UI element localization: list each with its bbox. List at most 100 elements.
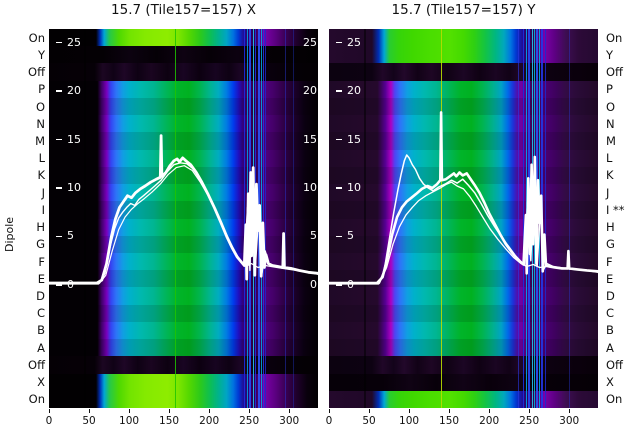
ytick-label-left: 25	[336, 36, 361, 49]
xtick-label: 200	[479, 415, 500, 427]
heatmap-row	[49, 321, 318, 340]
xtick-mark	[449, 409, 451, 413]
ytick-label-left: 25	[56, 36, 81, 49]
heatmap-row	[329, 46, 598, 65]
heatmap-row	[329, 304, 598, 323]
xtick-label: 150	[439, 415, 460, 427]
channel-stripe	[440, 29, 442, 408]
channel-stripe	[523, 29, 525, 408]
row-label-left: C	[36, 306, 45, 321]
ytick-mark	[56, 235, 62, 238]
row-label-right: D	[606, 289, 615, 304]
heatmap-row	[49, 304, 318, 323]
xtick-label: 50	[362, 415, 376, 427]
row-label-left: On	[28, 392, 45, 407]
ytick-mark	[336, 41, 342, 44]
heatmap-row	[49, 339, 318, 357]
amplitude-curve	[329, 111, 598, 285]
heatmap-row	[329, 80, 598, 99]
row-label-right: N	[606, 116, 615, 131]
row-label-right: Off	[606, 357, 623, 372]
dipole-labels-left: On Y Off P O N M L K J I H G F E D C B A Off X On	[0, 0, 45, 440]
heatmap-row	[329, 390, 598, 408]
row-label-left: J	[41, 185, 45, 200]
row-label-right: Y	[606, 47, 614, 62]
channel-stripe	[518, 29, 520, 408]
ytick-label-left: 20	[336, 85, 361, 97]
heatmap-row	[49, 287, 318, 306]
row-label-right: Off	[606, 65, 623, 80]
row-label-right: G	[606, 237, 615, 252]
row-label-left: K	[37, 168, 45, 183]
row-label-right: C	[606, 306, 615, 321]
ytick-label-left: 10	[56, 181, 81, 194]
xtick-mark	[369, 409, 371, 413]
heatmap-row	[49, 356, 318, 375]
row-label-left: B	[37, 323, 45, 338]
channel-stripe	[285, 29, 287, 408]
row-label-left: F	[38, 254, 45, 269]
row-label-left: X	[37, 375, 45, 390]
xtick-mark	[89, 409, 91, 413]
amplitude-curve	[49, 134, 318, 285]
row-label-right: M	[606, 133, 616, 148]
panel-y-title: 15.7 (Tile157=157) Y	[391, 2, 536, 18]
dipole-labels-right: On Y Off P O N M L K J I ** H G F E D C B A Off X On	[606, 0, 640, 440]
ytick-label-left: 10	[336, 181, 361, 194]
row-label-right: X	[606, 375, 614, 390]
ytick-mark	[336, 187, 342, 189]
row-label-right: I **	[606, 202, 625, 217]
row-label-right: K	[606, 168, 614, 183]
heatmap-row	[329, 29, 598, 47]
heatmap-row	[329, 132, 598, 151]
heatmap-row	[329, 321, 598, 340]
heatmap-row	[49, 373, 318, 392]
xtick-label: 0	[325, 415, 333, 427]
ytick-mark	[336, 235, 342, 238]
heatmap-panel-x: 25 25 20 20 15 15 10 10 5 5 0 0	[49, 29, 318, 408]
row-label-left: O	[35, 99, 45, 114]
xtick-label: 100	[119, 415, 140, 427]
channel-stripe	[174, 29, 176, 408]
row-label-right: P	[606, 82, 613, 97]
ytick-mark	[56, 90, 62, 92]
row-label-left: Off	[28, 357, 45, 372]
amplitude-curves	[49, 134, 318, 285]
heatmap-row	[49, 80, 318, 99]
ytick-mark	[336, 138, 342, 141]
ytick-label-left: 15	[56, 133, 81, 146]
channel-stripe	[243, 29, 245, 408]
heatmap-row	[49, 29, 318, 47]
ytick-mark	[336, 90, 342, 92]
xtick-label: 250	[239, 415, 260, 427]
heatmap-row	[329, 356, 598, 375]
heatmap-row	[329, 373, 598, 392]
row-label-right: H	[606, 220, 615, 235]
channel-stripe	[292, 29, 294, 408]
row-label-left: L	[38, 151, 45, 166]
channel-stripe	[262, 29, 265, 408]
row-label-left: D	[36, 289, 45, 304]
xtick-mark	[409, 409, 411, 413]
channel-stripe	[544, 29, 546, 408]
heatmap-row	[329, 270, 598, 288]
xtick-label: 50	[82, 415, 96, 427]
ytick-mark	[56, 284, 62, 286]
xtick-mark	[529, 409, 531, 413]
row-label-right: A	[606, 340, 614, 355]
ytick-label-left: 15	[336, 133, 361, 146]
ytick-label-left: 20	[56, 85, 81, 97]
channel-stripe	[364, 29, 366, 408]
heatmap-row	[49, 46, 318, 65]
row-label-left: I	[41, 202, 45, 217]
xtick-label: 150	[159, 415, 180, 427]
heatmap-row	[49, 270, 318, 288]
row-label-left: E	[37, 271, 45, 286]
row-label-right: On	[606, 392, 623, 407]
row-label-right: O	[606, 99, 616, 114]
xtick-mark	[569, 409, 571, 413]
xtick-label: 200	[199, 415, 220, 427]
heatmap-row	[329, 115, 598, 133]
xtick-label: 300	[279, 415, 300, 427]
channel-stripe	[265, 29, 267, 408]
